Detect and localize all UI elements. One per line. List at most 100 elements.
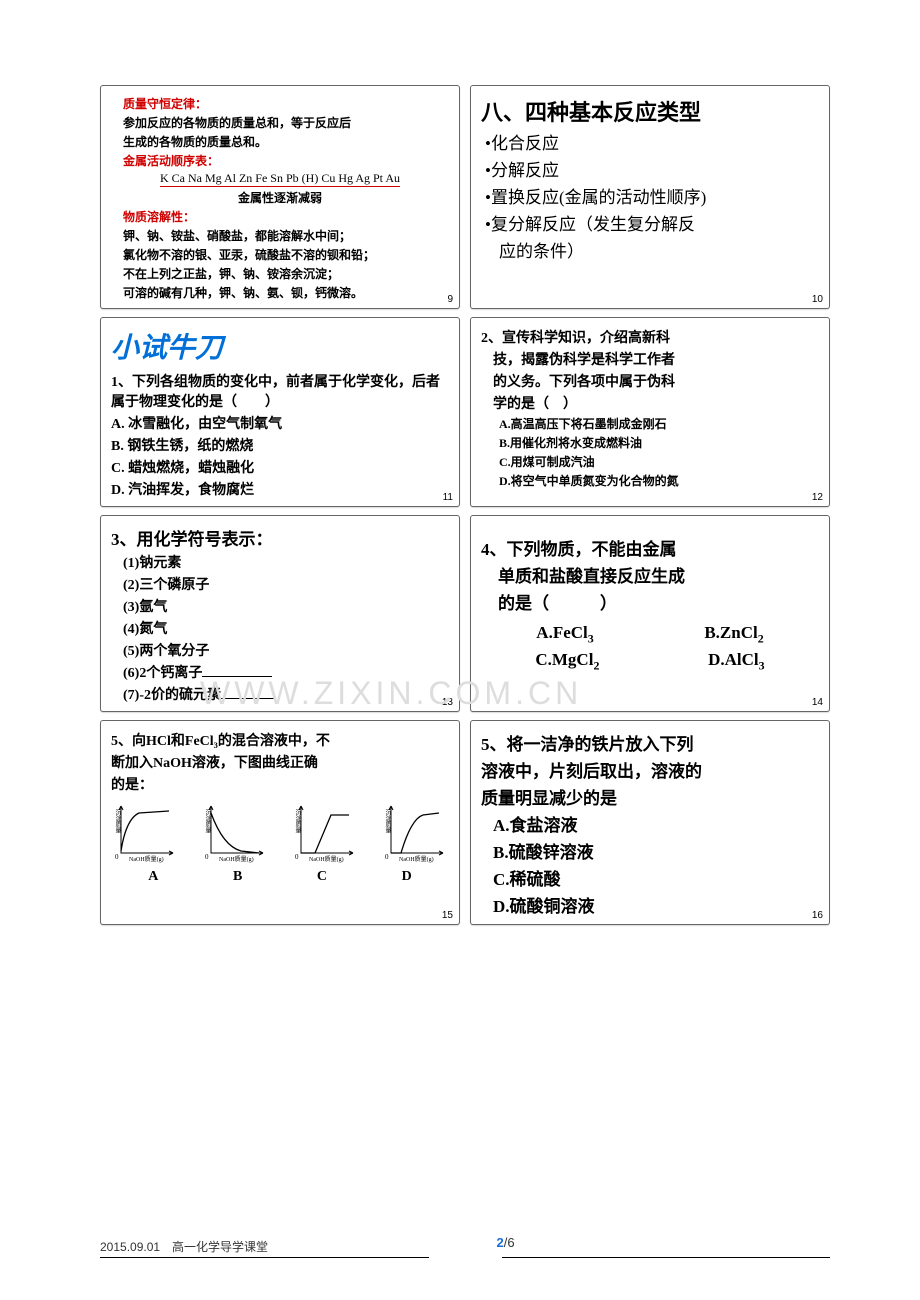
slide-number: 10 <box>812 294 823 305</box>
text: 可溶的碱有几种，钾、钠、氨、钡，钙微溶。 <box>111 284 449 301</box>
slide-14: 4、下列物质，不能由金属 单质和盐酸直接反应生成 的是（ ） A.FeCl3 B… <box>470 515 830 712</box>
slide-number: 13 <box>442 697 453 708</box>
question-text: 2、宣传科学知识，介绍高新科 <box>481 327 819 347</box>
option-d: D.将空气中单质氮变为化合物的氮 <box>481 472 819 489</box>
blank-line <box>221 685 276 699</box>
heading-2: 金属活动顺序表： <box>111 152 449 169</box>
opt-text: D.AlCl <box>708 650 759 669</box>
svg-text:0: 0 <box>295 853 299 861</box>
chart-A: 沉淀质量 0 NaOH质量(g) <box>111 801 179 863</box>
subscript: 2 <box>593 659 599 673</box>
option-c: C.MgCl2 <box>535 650 599 673</box>
slide-13: 3、用化学符号表示： (1)钠元素 (2)三个磷原子 (3)氩气 (4)氮气 (… <box>100 515 460 712</box>
question-text: 技，揭露伪科学是科学工作者 <box>481 349 819 369</box>
item-6-text: (6)2个钙离子 <box>123 666 202 681</box>
svg-text:沉淀质量: 沉淀质量 <box>114 808 121 834</box>
question-text: 的是（ ） <box>481 589 819 614</box>
question-text: 断加入NaOH溶液，下图曲线正确 <box>111 752 449 772</box>
question-text: 学的是（ ） <box>481 393 819 413</box>
chart-C: 沉淀质量0NaOH质量(g) <box>291 801 359 863</box>
slide-title: 小试牛刀 <box>111 326 449 366</box>
svg-text:NaOH质量(g): NaOH质量(g) <box>219 855 254 863</box>
heading-3: 物质溶解性： <box>111 208 449 225</box>
chart-labels: A B C D <box>111 869 449 885</box>
label-d: D <box>402 869 412 885</box>
bullet-item: •复分解反应（发生复分解反 <box>481 210 819 235</box>
option-a: A. 冰雪融化，由空气制氧气 <box>111 413 449 433</box>
subscript: 3 <box>588 631 594 645</box>
slide-9: 质量守恒定律： 参加反应的各物质的质量总和，等于反应后 生成的各物质的质量总和。… <box>100 85 460 309</box>
item-3: (3)氩气 <box>111 596 449 616</box>
option-b: B.用催化剂将水变成燃料油 <box>481 434 819 451</box>
options-row-1: A.FeCl3 B.ZnCl2 <box>481 623 819 646</box>
option-c: C.稀硫酸 <box>481 865 819 890</box>
option-a: A.FeCl3 <box>536 623 593 646</box>
charts-row: 沉淀质量 0 NaOH质量(g) 沉淀质量 0 NaOH质量(g) 沉淀质量 0 NaOH质量(… <box>111 801 449 863</box>
sequence-note: 金属性逐渐减弱 <box>111 189 449 206</box>
option-b: B.硫酸锌溶液 <box>481 838 819 863</box>
slide-15: 5、向HCl和FeCl₃的混合溶液中，不 断加入NaOH溶液，下图曲线正确 的是… <box>100 720 460 925</box>
text: 不在上列之正盐，钾、钠、铵溶余沉淀； <box>111 265 449 282</box>
slide-grid: 质量守恒定律： 参加反应的各物质的质量总和，等于反应后 生成的各物质的质量总和。… <box>100 85 830 925</box>
svg-text:NaOH质量(g): NaOH质量(g) <box>399 855 434 863</box>
slide-number: 9 <box>447 294 453 305</box>
slide-title: 八、四种基本反应类型 <box>481 95 819 127</box>
option-d: D. 汽油挥发，食物腐烂 <box>111 479 449 499</box>
option-d: D.硫酸铜溶液 <box>481 892 819 917</box>
question-text: 溶液中，片刻后取出，溶液的 <box>481 757 819 782</box>
slide-10: 八、四种基本反应类型 •化合反应 •分解反应 •置换反应(金属的活动性顺序) •… <box>470 85 830 309</box>
question-text: 质量明显减少的是 <box>481 784 819 809</box>
svg-text:NaOH质量(g): NaOH质量(g) <box>129 855 164 863</box>
option-b: B.ZnCl2 <box>704 623 763 646</box>
svg-text:沉淀质量: 沉淀质量 <box>294 808 301 834</box>
chart-B: 沉淀质量 0 NaOH质量(g) <box>201 801 269 863</box>
text: 生成的各物质的质量总和。 <box>111 133 449 150</box>
slide-number: 15 <box>442 910 453 921</box>
bullet-text: 化合反应 <box>491 134 559 153</box>
item-7-text: (7)-2价的硫元素 <box>123 688 221 703</box>
opt-text: C.MgCl <box>535 650 593 669</box>
bullet-text: 分解反应 <box>491 161 559 180</box>
question-text: 的是： <box>111 774 449 794</box>
text: 参加反应的各物质的质量总和，等于反应后 <box>111 114 449 131</box>
svg-text:沉淀质量: 沉淀质量 <box>384 808 391 834</box>
option-d: D.AlCl3 <box>708 650 764 673</box>
bullet-item: •分解反应 <box>481 156 819 181</box>
heading-1: 质量守恒定律： <box>111 95 449 112</box>
slide-11: 小试牛刀 1、下列各组物质的变化中，前者属于化学变化，后者属于物理变化的是（ ）… <box>100 317 460 507</box>
slide-12: 2、宣传科学知识，介绍高新科 技，揭露伪科学是科学工作者 的义务。下列各项中属于… <box>470 317 830 507</box>
question-text: 的义务。下列各项中属于伪科 <box>481 371 819 391</box>
bullet-text-cont: 应的条件） <box>481 237 819 262</box>
blank-line <box>202 663 272 677</box>
bullet-item: •化合反应 <box>481 129 819 154</box>
opt-text: A.FeCl <box>536 623 587 642</box>
sequence-text: K Ca Na Mg Al Zn Fe Sn Pb (H) Cu Hg Ag P… <box>160 171 400 187</box>
svg-text:0: 0 <box>205 853 209 861</box>
slide-16: 5、将一洁净的铁片放入下列 溶液中，片刻后取出，溶液的 质量明显减少的是 A.食… <box>470 720 830 925</box>
question-text: 5、向HCl和FeCl₃的混合溶液中，不 <box>111 730 449 750</box>
page-container: 质量守恒定律： 参加反应的各物质的质量总和，等于反应后 生成的各物质的质量总和。… <box>0 0 920 975</box>
item-6: (6)2个钙离子 <box>111 662 449 682</box>
chart-svg: 沉淀质量 0 NaOH质量(g) <box>201 801 269 863</box>
options-row-2: C.MgCl2 D.AlCl3 <box>481 650 819 673</box>
metal-sequence: K Ca Na Mg Al Zn Fe Sn Pb (H) Cu Hg Ag P… <box>111 171 449 187</box>
slide-number: 14 <box>812 697 823 708</box>
text: 氯化物不溶的银、亚汞，硫酸盐不溶的钡和铅； <box>111 246 449 263</box>
question-text: 单质和盐酸直接反应生成 <box>481 562 819 587</box>
chart-D: 沉淀质量0NaOH质量(g) <box>381 801 449 863</box>
slide-number: 12 <box>812 492 823 503</box>
question-text: 4、下列物质，不能由金属 <box>481 535 819 560</box>
svg-text:0: 0 <box>115 853 119 861</box>
bullet-item: •置换反应(金属的活动性顺序) <box>481 183 819 208</box>
item-4: (4)氮气 <box>111 618 449 638</box>
option-c: C. 蜡烛燃烧，蜡烛融化 <box>111 457 449 477</box>
option-b: B. 钢铁生锈，纸的燃烧 <box>111 435 449 455</box>
page-number: 2/6 <box>497 1235 515 1250</box>
label-c: C <box>317 869 327 885</box>
label-a: A <box>148 869 158 885</box>
svg-text:沉淀质量: 沉淀质量 <box>204 808 211 834</box>
chart-svg: 沉淀质量0NaOH质量(g) <box>381 801 449 863</box>
bullet-text: 置换反应(金属的活动性顺序) <box>491 188 706 207</box>
question-text: 1、下列各组物质的变化中，前者属于化学变化，后者属于物理变化的是（ ） <box>111 371 449 411</box>
page-total: /6 <box>504 1235 515 1250</box>
